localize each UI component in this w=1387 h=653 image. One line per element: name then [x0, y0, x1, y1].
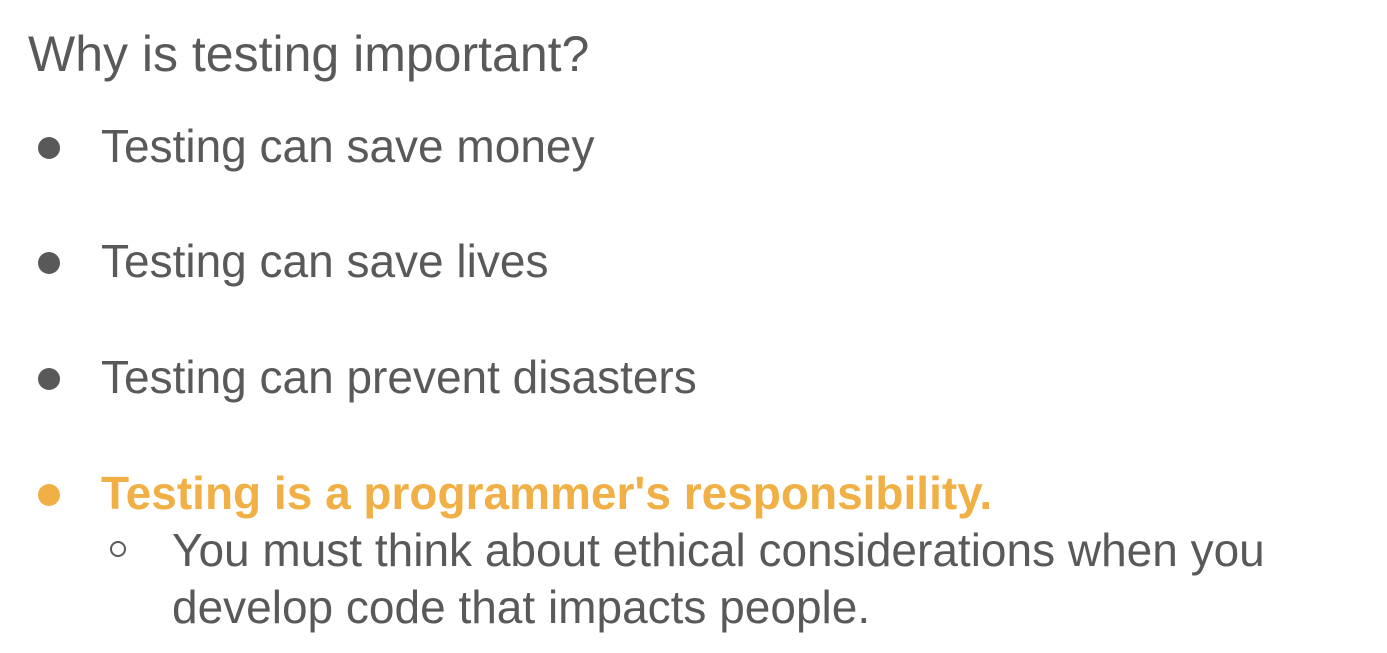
sub-bullet-text: You must think about ethical considerati…: [172, 522, 1362, 636]
bullet-item: Testing can save lives: [0, 233, 1387, 293]
bullet-dot-icon: [38, 484, 60, 506]
bullet-item-highlighted: Testing is a programmer's responsibility…: [0, 465, 1387, 525]
bullet-text-highlighted: Testing is a programmer's responsibility…: [101, 465, 992, 521]
bullet-item: Testing can save money: [0, 118, 1387, 178]
bullet-text: Testing can save money: [101, 118, 595, 174]
bullet-dot-icon: [38, 252, 60, 274]
bullet-text: Testing can save lives: [101, 233, 548, 289]
bullet-dot-icon: [38, 368, 60, 390]
bullet-item: Testing can prevent disasters: [0, 349, 1387, 409]
hollow-circle-icon: [110, 541, 126, 557]
bullet-dot-icon: [38, 137, 60, 159]
slide-title: Why is testing important?: [28, 24, 589, 84]
bullet-text: Testing can prevent disasters: [101, 349, 697, 405]
